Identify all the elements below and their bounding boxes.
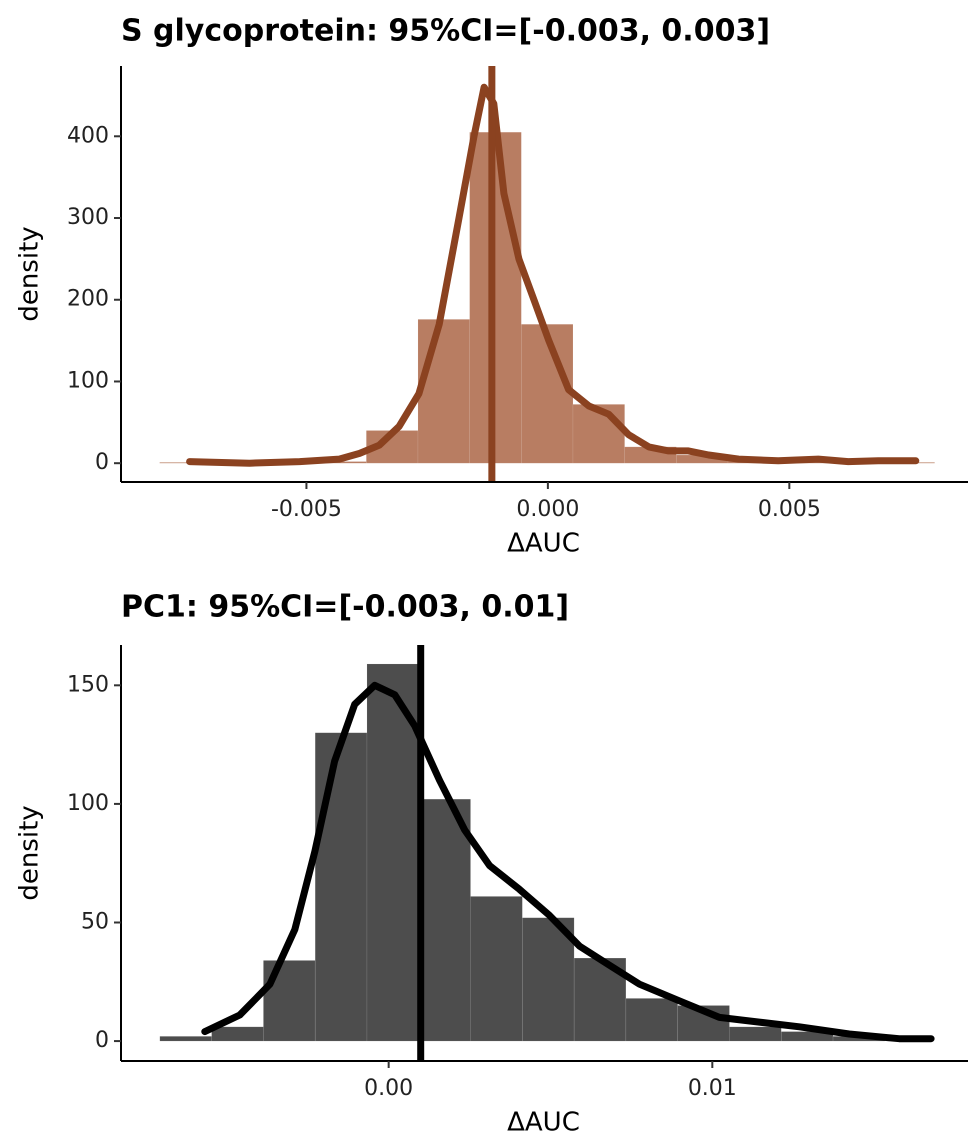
- x-tick-label: 0.000: [516, 497, 579, 522]
- bar: [625, 998, 678, 1042]
- y-tick-label: 400: [67, 123, 109, 148]
- bar: [469, 131, 522, 464]
- bar: [263, 960, 316, 1042]
- bar: [418, 798, 471, 1042]
- x-axis-label: ΔAUC: [507, 529, 580, 559]
- bar: [314, 732, 368, 1042]
- bar: [521, 323, 574, 464]
- bar: [211, 1026, 264, 1042]
- x-tick-label: -0.005: [271, 497, 342, 522]
- panel-title: S glycoprotein: 95%CI=[-0.003, 0.003]: [121, 14, 770, 49]
- y-axis-label: density: [15, 226, 45, 321]
- density-curve: [201, 681, 935, 1043]
- x-axis-label: ΔAUC: [507, 1108, 580, 1136]
- panel: S glycoprotein: 95%CI=[-0.003, 0.003] 0 10…: [15, 14, 968, 559]
- y-tick-label: 50: [81, 909, 109, 934]
- bar: [366, 663, 420, 1042]
- y-tick-label: 200: [67, 287, 109, 312]
- y-axis-label: density: [15, 805, 45, 900]
- y-tick-label: 150: [67, 672, 109, 697]
- bar: [417, 319, 470, 464]
- bar: [522, 917, 575, 1042]
- y-tick-label: 100: [67, 791, 109, 816]
- bar: [572, 404, 625, 464]
- y-tick-label: 300: [67, 205, 109, 230]
- y-tick-label: 100: [67, 368, 109, 393]
- density-curve: [186, 83, 920, 467]
- bar: [470, 896, 523, 1042]
- y-tick-label: 0: [95, 450, 109, 475]
- x-tick-label: 0.01: [688, 1076, 737, 1101]
- panel: PC1: 95%CI=[-0.003, 0.01] 0 50 100 150 0.00 0.…: [15, 590, 968, 1136]
- bar: [729, 1026, 782, 1042]
- x-tick-label: 0.005: [758, 497, 821, 522]
- y-tick-label: 0: [95, 1028, 109, 1053]
- bar: [159, 1036, 212, 1042]
- panel-title: PC1: 95%CI=[-0.003, 0.01]: [121, 590, 569, 625]
- x-tick-label: 0.00: [364, 1076, 413, 1101]
